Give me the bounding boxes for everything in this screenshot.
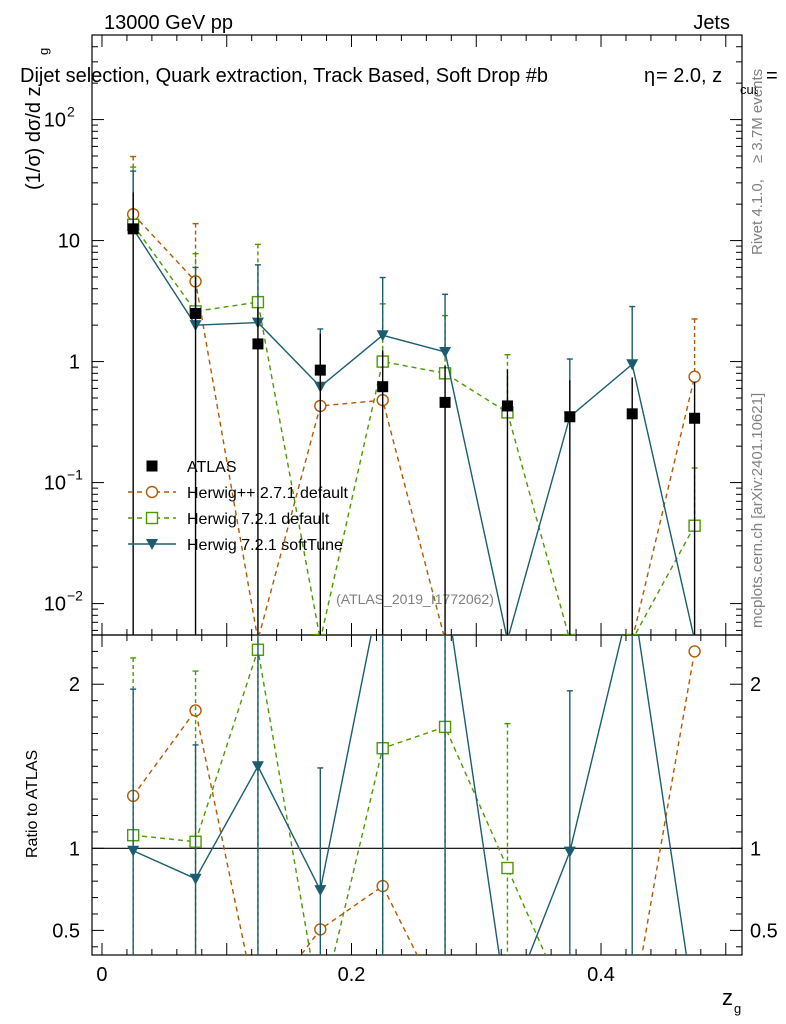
main-point-softtune (376, 330, 389, 342)
main-point-herwig721 (563, 633, 577, 635)
main-point-atlas (501, 400, 513, 412)
ratio-point-softtune (563, 846, 576, 858)
ratio-series-herwigpp (126, 645, 701, 955)
ratio-ytick-label-left: 0.5 (52, 920, 80, 942)
main-point-herwig721 (314, 633, 327, 635)
main-ylabel-text: (1/σ) dσ/d z (23, 86, 45, 190)
ratio-ytick-label-left: 2 (69, 674, 80, 696)
title-zcut-subscript: cut (740, 82, 758, 97)
ratio-point-herwig721 (501, 861, 514, 875)
mcplots-side-label: mcplots.cern.ch [arXiv:2401.10621] (749, 393, 766, 628)
main-point-softtune (689, 635, 701, 646)
main-point-atlas (252, 338, 264, 350)
main-series-herwigpp (126, 155, 701, 635)
ratio-line-softtune (132, 635, 688, 955)
legend-label-herwig721: Herwig 7.2.1 default (187, 511, 330, 528)
title-beta-value: = 2.0, z (656, 65, 722, 87)
main-line-softtune (132, 228, 695, 635)
main-point-atlas (439, 396, 451, 408)
main-ytick-exponent: 2 (67, 104, 75, 120)
ratio-ytick-label-left: 1 (69, 838, 80, 860)
main-point-atlas (190, 307, 202, 319)
plot-title: Dijet selection, Quark extraction, Track… (20, 65, 548, 87)
ratio-ytick-label-right: 0.5 (750, 920, 778, 942)
main-ytick-label: 10 (58, 231, 80, 253)
rivet-version-text: Rivet 4.1.0, (749, 179, 766, 255)
ratio-xtick-label: 0.4 (587, 964, 615, 986)
ratio-line-herwigpp (132, 651, 696, 955)
ratio-plot-area (126, 635, 701, 955)
ratio-series-softtune (127, 635, 688, 955)
main-line-herwig721 (132, 224, 696, 635)
main-series-softtune (127, 170, 701, 646)
main-series-atlas (127, 192, 701, 635)
mcplots-text: mcplots.cern.ch [arXiv:2401.10621] (749, 393, 766, 628)
main-point-herwigpp (688, 370, 701, 383)
ratio-plot-frame (91, 634, 743, 956)
ratio-point-softtune (127, 845, 140, 857)
main-point-atlas (314, 364, 326, 376)
legend-marker-herwigpp (145, 485, 159, 499)
main-ylabel-subscript: g (36, 48, 51, 55)
event-count-text: ≥ 3.7M events (749, 69, 766, 163)
ratio-series-herwig721 (126, 635, 547, 955)
legend-marker-herwig721 (145, 511, 159, 525)
legend-marker-atlas (146, 460, 158, 472)
rivet-side-label: Rivet 4.1.0, ≥ 3.7M events (749, 69, 766, 255)
main-plot-area (126, 155, 701, 646)
main-point-atlas (689, 412, 701, 424)
main-point-softtune (626, 359, 639, 371)
main-ylabel: (1/σ) dσ/d z g (23, 48, 51, 190)
legend-label-softtune: Herwig 7.2.1 softTune (187, 537, 343, 554)
header-energy-label: 13000 GeV pp (104, 12, 233, 34)
main-ytick-label: 10 (44, 594, 66, 616)
xlabel-text: z (722, 985, 733, 1010)
analysis-watermark: (ATLAS_2019_I1772062) (336, 591, 494, 607)
main-ytick-label: 10 (44, 473, 66, 495)
ratio-ylabel: Ratio to ATLAS (24, 750, 41, 858)
main-point-softtune (501, 635, 513, 646)
legend: ATLAS Herwig++ 2.7.1 default Herwig 7.2.1 … (128, 459, 349, 554)
legend-label-atlas: ATLAS (187, 459, 237, 476)
header-jets-label: Jets (693, 12, 730, 34)
ratio-line-herwig721 (133, 649, 547, 955)
main-point-atlas (127, 223, 139, 235)
main-ytick-exponent: −1 (67, 467, 83, 483)
ratio-point-softtune (189, 873, 202, 885)
main-line-herwigpp (132, 213, 696, 635)
main-point-herwigpp (566, 633, 574, 635)
main-point-atlas (626, 408, 638, 420)
ratio-ytick-label-right: 1 (750, 838, 761, 860)
xlabel-subscript: g (734, 1001, 741, 1016)
main-point-atlas (564, 411, 576, 423)
ratio-xtick-label: 0.2 (338, 964, 366, 986)
title-eta-glyph: η (644, 65, 655, 87)
main-ytick-exponent: −2 (67, 588, 83, 604)
ratio-point-softtune (314, 885, 327, 897)
main-ytick-label: 10 (44, 110, 66, 132)
main-point-softtune (439, 346, 452, 358)
ratio-ylabel-text: Ratio to ATLAS (24, 750, 41, 858)
legend-marker-softtune (146, 539, 158, 550)
ratio-point-softtune (251, 761, 264, 773)
ratio-ticks: 0 0.2 0.4 0.5 0.5 1 1 2 2 (52, 634, 778, 986)
main-ytick-label: 1 (69, 352, 80, 374)
main-series-herwig721 (126, 166, 701, 635)
main-point-herwigpp (503, 633, 512, 635)
legend-label-herwigpp: Herwig++ 2.7.1 default (187, 485, 349, 502)
ratio-xtick-label: 0 (96, 964, 107, 986)
ratio-ytick-label-right: 2 (750, 674, 761, 696)
title-tail: = (766, 65, 778, 87)
main-point-atlas (377, 381, 389, 393)
ratio-point-herwigpp (688, 645, 701, 658)
